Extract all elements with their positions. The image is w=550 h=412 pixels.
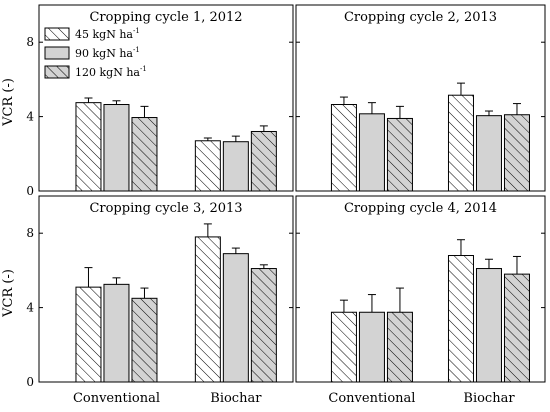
category-label: Biochar [210, 391, 262, 406]
y-tick-label: 4 [26, 110, 34, 124]
bar [475, 268, 502, 383]
bar [75, 102, 102, 192]
panel-title: Cropping cycle 2, 2013 [344, 10, 497, 25]
panel-2: Cropping cycle 2, 2013 [295, 4, 546, 192]
y-tick-label: 0 [26, 184, 34, 198]
y-tick-label: 0 [26, 375, 34, 389]
bar [475, 115, 502, 192]
y-axis-label: VCR (-) [1, 78, 16, 127]
legend-swatch [44, 46, 70, 60]
legend-superscript: -1 [133, 27, 140, 35]
bar [194, 140, 221, 192]
bar [103, 104, 130, 192]
bar [131, 297, 158, 383]
bar [386, 117, 413, 192]
y-tick-label: 4 [26, 301, 34, 315]
bar [330, 104, 357, 192]
panel-3: 0 4 8 Cropping cycle 3, 2013 VCR (-) Conventi… [1, 195, 294, 406]
bar [222, 141, 249, 192]
bar [250, 268, 277, 383]
bar [194, 236, 221, 383]
legend-swatch [44, 65, 70, 79]
legend-superscript: -1 [140, 65, 147, 73]
plot-frame [295, 195, 546, 383]
panel-4: Cropping cycle 4, 2014 Conventional Biocha… [295, 195, 546, 406]
legend-label: 120 kgN ha-1 [75, 65, 147, 79]
bar [447, 255, 474, 383]
bar [358, 113, 385, 192]
category-label: Conventional [328, 391, 415, 406]
y-tick-label: 8 [26, 226, 34, 240]
y-tick-label: 8 [26, 35, 34, 49]
category-label: Biochar [463, 391, 515, 406]
bar [222, 253, 249, 383]
panels: 0 4 8 Cropping cycle 1, 2012 VCR (-) Cropping… [1, 4, 546, 406]
bar [358, 311, 385, 383]
legend-swatch [44, 27, 70, 41]
legend-label: 90 kgN ha-1 [75, 46, 140, 60]
panel-title: Cropping cycle 4, 2014 [344, 201, 497, 216]
bar [447, 94, 474, 192]
panel-title: Cropping cycle 1, 2012 [89, 10, 242, 25]
plot-frame [38, 4, 294, 192]
legend-label: 45 kgN ha-1 [75, 27, 140, 41]
legend-superscript: -1 [133, 46, 140, 54]
plot-frame [38, 195, 294, 383]
panel-title: Cropping cycle 3, 2013 [89, 201, 242, 216]
category-label: Conventional [73, 391, 160, 406]
plot-frame [295, 4, 546, 192]
bar [103, 283, 130, 383]
bar [250, 130, 277, 192]
bar [131, 117, 158, 192]
panel-1: 0 4 8 Cropping cycle 1, 2012 VCR (-) [1, 4, 294, 198]
y-axis-label: VCR (-) [1, 269, 16, 318]
bar [503, 114, 530, 192]
bar [503, 273, 530, 383]
bar [330, 311, 357, 383]
bar [75, 286, 102, 383]
legend: 45 kgN ha-1 90 kgN ha-1 120 kgN ha-1 [44, 27, 147, 79]
bar [386, 311, 413, 383]
